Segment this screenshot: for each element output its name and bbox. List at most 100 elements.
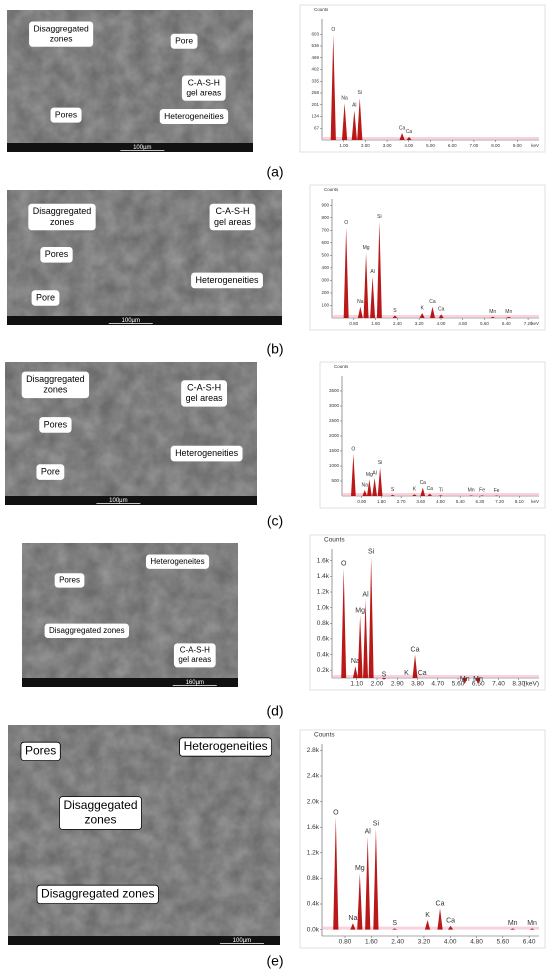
x-tick-label: 4.80 [458,321,467,326]
y-tick-label: 1.6k [317,557,330,564]
annotation-box [39,417,72,433]
x-tick-label: 3.20 [415,321,424,326]
peak-label: O [351,446,355,452]
baseline-haze [332,315,539,318]
annotation-text: Pore [41,466,60,476]
scale-strip [5,496,257,505]
peak [352,666,358,678]
annotation-box [20,741,61,762]
y-tick-label: 500 [331,478,339,483]
x-tick-label: 2.00 [361,143,370,148]
chart-title: Counts [324,187,339,192]
sem-annotation: Heterogeneities [159,109,229,125]
annotation-text: Pores [45,249,69,259]
scale-strip [8,936,280,945]
peak [350,923,356,930]
annotation-box [170,33,198,49]
peak [333,817,339,930]
x-tick-label: 8.00 [491,143,500,148]
peak-label: Ca [420,480,427,486]
annotation-box [173,643,216,668]
peak [377,467,383,496]
annotation-box [179,737,273,757]
y-tick-label: 603 [311,31,319,36]
annotation-text: Disaggregated zones [49,626,125,635]
peak [392,928,398,930]
peak-label: K [404,670,409,677]
x-tick-label: 2.40 [393,321,402,326]
y-tick-label: 800 [321,215,329,220]
peak [424,920,431,930]
x-tick-label: 4.00 [437,321,446,326]
x-tick-label: 5.60 [497,939,510,946]
annotation-text: zones [50,217,75,227]
x-tick-label: 3.00 [383,143,392,148]
x-tick-label: 9.00 [513,143,522,148]
peak [373,828,379,930]
baseline-haze [322,137,539,140]
x-tick-label: 2.90 [391,681,404,688]
peak-label: Mn [505,309,512,315]
peak [357,615,363,678]
peak [437,908,443,930]
y-tick-label: 2.0k [307,798,320,805]
y-tick-label: 100 [321,303,329,308]
x-tick-label: 0.90 [357,499,366,504]
panel-label: (e) [266,953,283,969]
chart-title: Counts [314,7,329,12]
peak [420,487,426,496]
peak-label: K [413,487,417,493]
y-tick-label: 0.6k [317,636,330,643]
peak [370,276,376,318]
y-tick-label: 900 [321,202,329,207]
peak-label: Na [348,915,357,922]
panel-label: (c) [267,513,283,529]
peak [341,103,348,140]
annotation-text: Heterogeneities [175,448,239,458]
x-tick-label: 0.80 [349,321,358,326]
y-tick-label: 469 [311,55,319,60]
y-tick-label: 268 [311,90,319,95]
annotation-text: Disaggegated [63,798,137,812]
peak [468,495,474,496]
peak-label: Mg [355,607,365,614]
peak [412,654,418,678]
peak [341,568,347,678]
peak [357,306,363,318]
x-tick-label: 3.60 [416,499,425,504]
peak [438,495,444,496]
y-tick-label: 0.2k [317,667,330,674]
baseline-haze [332,675,539,678]
x-tick-label: 4.80 [470,939,483,946]
x-axis-label: keV [531,499,539,504]
peak-label: Ca [399,125,406,131]
peak [462,678,468,685]
peak-label: Mn [508,920,518,927]
annotation-text: Disaggregated [33,206,92,216]
x-tick-label: 8.10 [515,499,524,504]
annotation-text: Pores [59,576,80,585]
peak-label: K [420,305,424,311]
annotation-box [181,75,226,101]
peak-label: O [333,809,339,816]
peak-label: Mn [489,309,496,315]
annotation-text: gel areas [178,655,211,664]
annotation-text: zones [84,812,116,826]
y-tick-label: 1500 [329,448,340,453]
annotation-box [159,109,229,125]
sem-annotation: Heterogeneites [145,554,210,569]
peak-label: Ti [439,487,443,493]
peak-label: Fe [494,488,500,494]
peak [406,136,412,140]
annotation-box [50,107,82,123]
scale-strip [7,143,253,152]
y-tick-label: 1.6k [307,824,320,831]
annotation-box [29,21,94,47]
scale-strip [22,678,238,687]
x-tick-label: 5.60 [452,681,465,688]
annotation-text: zones [50,33,73,43]
peak-label: Si [373,820,380,827]
